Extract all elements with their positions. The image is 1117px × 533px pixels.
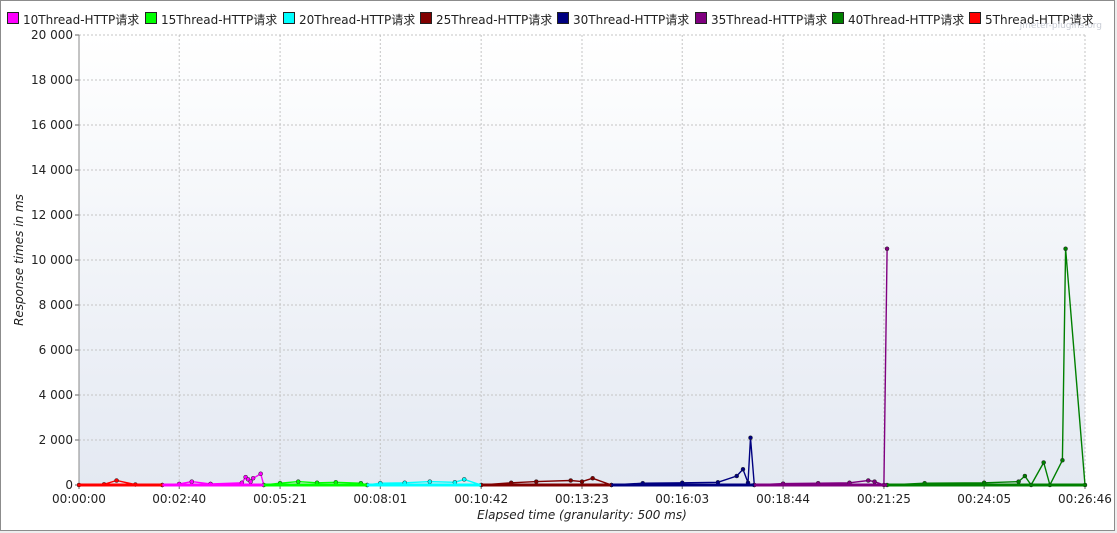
y-tick-label: 6 000	[39, 343, 73, 357]
legend-swatch	[832, 12, 844, 24]
data-point	[189, 479, 195, 484]
x-tick-label: 00:05:21	[253, 492, 307, 506]
data-point	[748, 435, 753, 440]
data-point	[258, 471, 263, 476]
y-tick-label: 18 000	[31, 73, 73, 87]
data-point	[1016, 479, 1021, 484]
x-tick-label: 00:16:03	[655, 492, 709, 506]
x-tick-label: 00:00:00	[52, 492, 106, 506]
data-point	[248, 479, 253, 484]
legend-label: 40Thread-HTTP请求	[848, 13, 965, 27]
legend-swatch	[7, 12, 19, 24]
y-tick-label: 4 000	[39, 388, 73, 402]
y-tick-label: 12 000	[31, 208, 73, 222]
data-point	[1063, 246, 1068, 251]
legend-swatch	[969, 12, 981, 24]
y-tick-label: 8 000	[39, 298, 73, 312]
legend-swatch	[695, 12, 707, 24]
data-point	[866, 478, 871, 483]
data-point	[461, 477, 467, 482]
series-layer	[76, 246, 1088, 488]
tick-labels: 0 2 000 4 000 6 000 8 000 10 000 12 000 14 000 1…	[31, 28, 1112, 506]
data-point	[295, 479, 301, 484]
data-point	[740, 467, 746, 472]
x-tick-label: 00:08:01	[353, 492, 407, 506]
legend-label: 5Thread-HTTP请求	[985, 13, 1094, 27]
grid-lines	[79, 34, 1086, 485]
data-point	[1060, 458, 1065, 463]
y-tick-label: 16 000	[31, 118, 73, 132]
y-tick-label: 20 000	[31, 28, 73, 42]
x-tick-label: 00:21:25	[857, 492, 911, 506]
x-tick-label: 00:13:23	[555, 492, 609, 506]
legend-label: 15Thread-HTTP请求	[161, 13, 278, 27]
data-point	[884, 246, 890, 251]
x-tick-label: 00:18:44	[756, 492, 810, 506]
legend-swatch	[283, 12, 295, 24]
data-point	[590, 476, 595, 481]
data-point	[534, 479, 539, 484]
legend-label: 35Thread-HTTP请求	[711, 13, 828, 27]
data-point	[1041, 460, 1046, 465]
watermark: jmeter-plugins.org	[1019, 21, 1102, 31]
legend-swatch	[420, 12, 432, 24]
x-tick-label: 00:10:42	[454, 492, 508, 506]
data-point	[1022, 473, 1028, 479]
data-point	[427, 479, 433, 484]
chart-legend: 10Thread-HTTP请求 15Thread-HTTP请求 20Thread-H…	[7, 10, 1112, 30]
x-tick-label: 00:24:05	[957, 492, 1011, 506]
data-point	[734, 473, 739, 479]
x-tick-label: 00:26:46	[1058, 492, 1112, 506]
y-tick-label: 2 000	[39, 433, 73, 447]
y-axis-label: Response times in ms	[12, 194, 26, 326]
legend-swatch	[557, 12, 569, 24]
legend-label: 30Thread-HTTP请求	[573, 13, 690, 27]
x-tick-label: 00:02:40	[152, 492, 206, 506]
y-tick-label: 0	[65, 478, 73, 492]
data-point	[114, 478, 119, 483]
data-point	[250, 476, 256, 481]
legend-swatch	[145, 12, 157, 24]
x-axis-label: Elapsed time (granularity: 500 ms)	[477, 508, 687, 522]
y-tick-label: 14 000	[31, 163, 73, 177]
data-point	[872, 479, 877, 484]
legend-label: 25Thread-HTTP请求	[436, 13, 553, 27]
legend-label: 20Thread-HTTP请求	[299, 13, 416, 27]
y-tick-label: 10 000	[31, 253, 73, 267]
data-point	[579, 479, 585, 484]
legend-label: 10Thread-HTTP请求	[23, 13, 140, 27]
data-point	[568, 478, 573, 483]
